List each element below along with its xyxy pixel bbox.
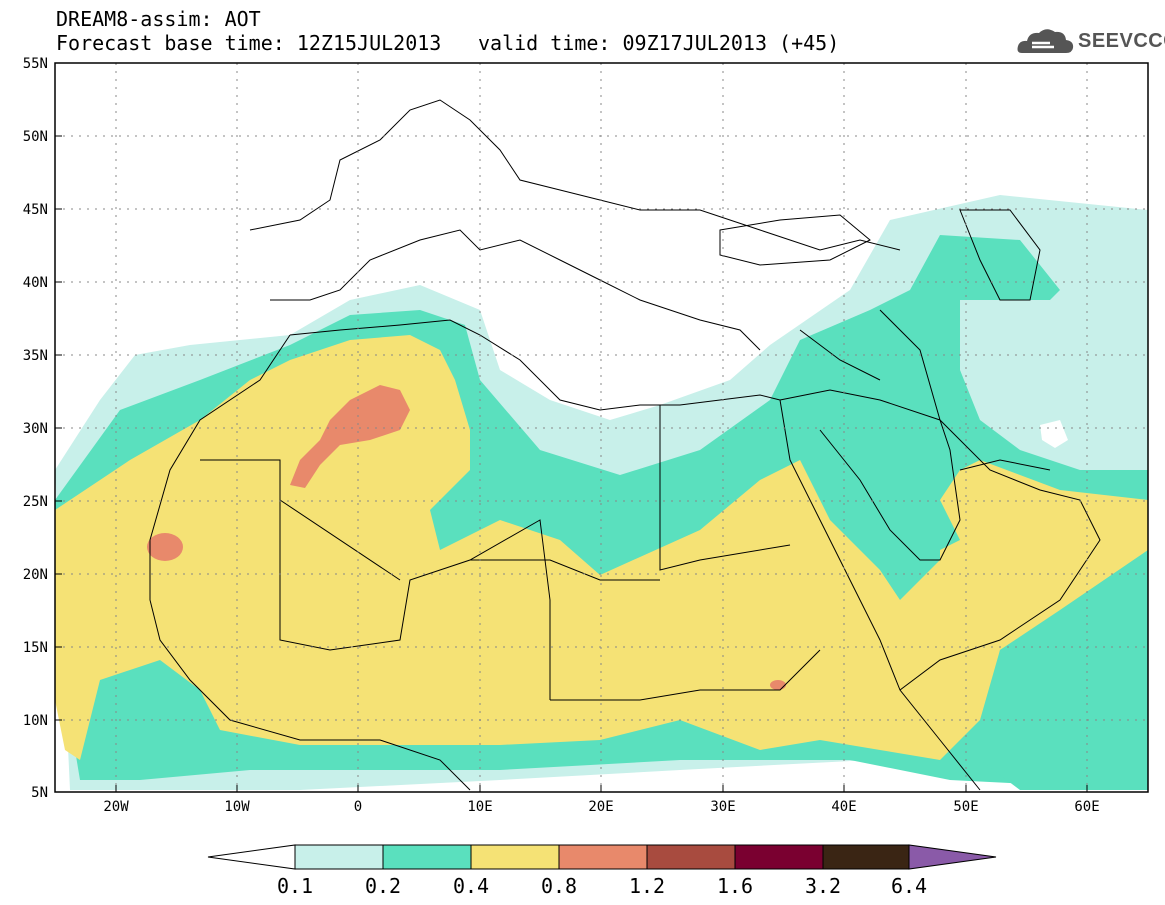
colorbar-label: 0.4 <box>453 874 489 898</box>
colorbar-label: 3.2 <box>805 874 841 898</box>
colorbar-swatch <box>558 844 648 870</box>
lat-label: 35N <box>23 348 48 364</box>
lon-label: 40E <box>831 799 856 815</box>
lon-label: 10W <box>224 799 250 815</box>
lat-label: 30N <box>23 421 48 437</box>
logo-text: SEEVCCC <box>1078 30 1165 52</box>
colorbar-swatch <box>822 844 910 870</box>
colorbar-label: 6.4 <box>891 874 927 898</box>
base-time: Forecast base time: 12Z15JUL2013 <box>56 31 442 55</box>
colorbar-label: 1.6 <box>717 874 753 898</box>
lat-label: 25N <box>23 494 48 510</box>
lat-label: 15N <box>23 640 48 656</box>
lat-label: 5N <box>31 785 48 801</box>
coastline-north-africa <box>289 319 781 411</box>
aot-white-patch <box>1040 420 1068 448</box>
lat-label: 20N <box>23 567 48 583</box>
coastline-europe <box>249 99 901 351</box>
cloud-icon <box>1017 29 1074 53</box>
lat-labels: 55N 50N 45N 40N 35N 30N 25N 20N 15N 10N … <box>23 56 48 801</box>
aot-contour-0.8-sudan <box>770 680 786 690</box>
seevccc-logo: SEEVCCC <box>1016 23 1165 59</box>
valid-time: valid time: 09Z17JUL2013 (+45) <box>478 31 840 55</box>
coastline-red-sea <box>779 399 981 791</box>
lon-label: 50E <box>953 799 978 815</box>
coastline-black-sea <box>719 214 871 266</box>
coastline-caspian <box>959 209 1041 301</box>
lon-label: 30E <box>710 799 735 815</box>
colorbar-swatch <box>734 844 824 870</box>
colorbar-swatch <box>294 844 384 870</box>
lon-labels: 20W 10W 0 10E 20E 30E 40E 50E 60E <box>103 799 1099 815</box>
coastlines-borders <box>149 99 1101 791</box>
colorbar: 0.1 0.2 0.4 0.8 1.2 1.6 3.2 6.4 <box>207 844 997 898</box>
colorbar-label: 0.8 <box>541 874 577 898</box>
lon-label: 20W <box>103 799 129 815</box>
lon-label: 20E <box>588 799 613 815</box>
colorbar-swatch <box>470 844 560 870</box>
coastline-west-africa <box>149 334 471 791</box>
colorbar-label: 0.2 <box>365 874 401 898</box>
lon-label: 10E <box>467 799 492 815</box>
aot-green-arabian-sea <box>980 550 1148 790</box>
grid <box>55 63 1148 792</box>
lon-label: 60E <box>1074 799 1099 815</box>
aot-green-arabia <box>870 500 960 560</box>
aot-field <box>55 195 1148 790</box>
lat-label: 50N <box>23 129 48 145</box>
colorbar-high-arrow <box>908 844 997 870</box>
colorbar-low-arrow <box>207 844 296 870</box>
coastline-arabia <box>899 419 1101 691</box>
lat-label: 45N <box>23 202 48 218</box>
colorbar-label: 0.1 <box>277 874 313 898</box>
colorbar-label: 1.2 <box>629 874 665 898</box>
ticks <box>55 62 1088 792</box>
borders-africa <box>200 405 821 701</box>
aot-contour-0.8-mauritania <box>147 533 183 561</box>
colorbar-swatch <box>646 844 736 870</box>
aot-contour-0.8-algeria <box>290 385 410 488</box>
lat-label: 55N <box>23 56 48 72</box>
lon-label: 0 <box>354 799 362 815</box>
colorbar-swatch <box>382 844 472 870</box>
borders-middle-east <box>779 309 1051 471</box>
lat-label: 40N <box>23 275 48 291</box>
lat-label: 10N <box>23 713 48 729</box>
chart-title: DREAM8-assim: AOT <box>56 7 261 31</box>
